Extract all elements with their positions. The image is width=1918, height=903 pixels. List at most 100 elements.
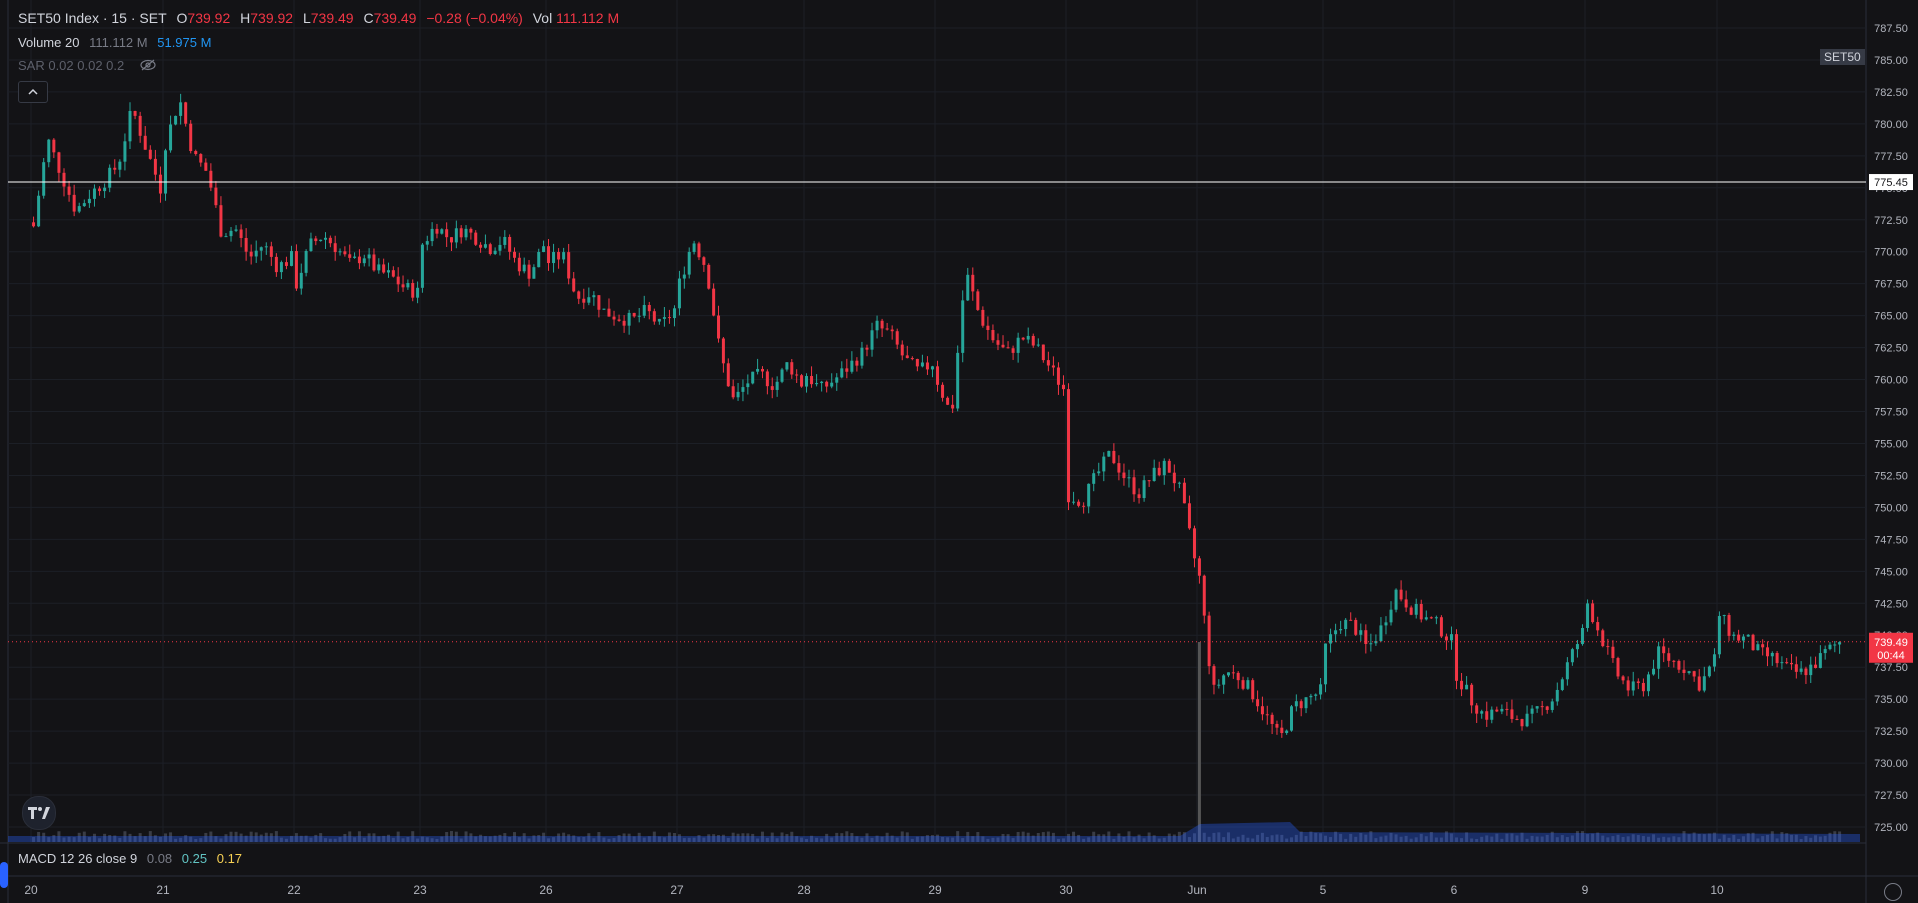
volume-bar xyxy=(672,832,676,842)
candle-body xyxy=(1031,335,1035,346)
candle-body xyxy=(229,230,233,237)
candle-body xyxy=(1490,709,1494,720)
candle-body xyxy=(469,228,473,233)
volume-bar xyxy=(1122,836,1126,842)
candle-body xyxy=(1804,668,1808,676)
volume-bar xyxy=(1707,833,1711,842)
settings-icon[interactable] xyxy=(1884,883,1902,901)
candle-body xyxy=(1555,689,1559,702)
volume-bar xyxy=(234,831,238,842)
volume-bar xyxy=(632,836,636,842)
symbol-title[interactable]: SET50 Index · 15 · SET xyxy=(18,10,167,26)
candle-body xyxy=(214,187,218,206)
y-tick-label: 732.50 xyxy=(1874,726,1908,738)
candle-body xyxy=(542,246,546,253)
candle-body xyxy=(1611,646,1615,659)
y-tick-label: 737.50 xyxy=(1874,662,1908,674)
y-tick-label: 735.00 xyxy=(1874,694,1908,706)
volume-bar xyxy=(328,838,332,842)
candle-body xyxy=(239,229,243,238)
candle-body xyxy=(1304,697,1308,709)
candle-body xyxy=(209,170,213,188)
volume-bar xyxy=(1152,835,1156,842)
eye-off-icon[interactable] xyxy=(140,59,156,74)
volume-bar xyxy=(1309,831,1313,842)
candle-body xyxy=(991,330,995,341)
candle-body xyxy=(1399,589,1403,600)
volume-bar xyxy=(1485,835,1489,842)
candle-body xyxy=(1006,347,1010,349)
macd-indicator-legend[interactable]: MACD 12 26 close 9 0.08 0.25 0.17 xyxy=(18,851,248,866)
volume-bar xyxy=(1646,836,1650,842)
volume-bar xyxy=(1490,836,1494,842)
volume-bar xyxy=(1374,838,1378,842)
volume-bar xyxy=(1285,838,1289,842)
candle-body xyxy=(602,308,606,310)
sar-indicator-legend[interactable]: SAR 0.02 0.02 0.2 xyxy=(18,58,162,74)
candle-body xyxy=(328,237,332,244)
volume-bar xyxy=(1697,833,1701,842)
candle-body xyxy=(592,295,596,298)
candle-body xyxy=(479,244,483,248)
candle-body xyxy=(677,278,681,309)
candle-body xyxy=(562,252,566,260)
volume-bar xyxy=(1409,838,1413,842)
volume-bar xyxy=(194,838,198,842)
volume-indicator-legend[interactable]: Volume 20 111.112 M 51.975 M xyxy=(18,35,217,50)
candle-body xyxy=(1775,652,1779,664)
candle-body xyxy=(47,139,51,163)
candle-body xyxy=(1041,344,1045,361)
volume-bar xyxy=(372,833,376,842)
candle-body xyxy=(780,369,784,382)
volume-bar xyxy=(1251,838,1255,842)
last-price-tag xyxy=(1869,632,1913,663)
candle-body xyxy=(810,376,814,385)
candle-body xyxy=(741,387,745,392)
candle-body xyxy=(855,360,859,366)
volume-bar xyxy=(562,832,566,842)
tradingview-logo-icon[interactable] xyxy=(22,796,56,830)
pane-resize-handle[interactable] xyxy=(0,862,8,888)
volume-bar xyxy=(532,835,536,842)
candle-body xyxy=(1061,384,1065,390)
volume-bar xyxy=(1439,837,1443,842)
y-tick-label: 760.00 xyxy=(1874,375,1908,387)
volume-bar xyxy=(1495,833,1499,842)
candle-body xyxy=(547,246,551,264)
candle-body xyxy=(1515,718,1519,720)
volume-bar xyxy=(582,837,586,842)
volume-bar xyxy=(890,835,894,842)
candle-body xyxy=(194,151,198,155)
volume-bar xyxy=(1087,837,1091,842)
candle-body xyxy=(966,274,970,301)
volume-bar xyxy=(875,835,879,842)
volume-bar xyxy=(1275,834,1279,842)
candle-body xyxy=(845,368,849,372)
volume-bar xyxy=(199,838,203,842)
candle-body xyxy=(1785,662,1789,664)
collapse-legend-button[interactable] xyxy=(18,81,48,103)
candle-body xyxy=(169,124,173,151)
volume-bar xyxy=(254,832,258,842)
volume-bar xyxy=(1770,831,1774,842)
volume-ma-value: 51.975 M xyxy=(157,35,212,50)
volume-bar xyxy=(1061,838,1065,842)
volume-bar xyxy=(835,832,839,842)
volume-bar xyxy=(930,835,934,842)
candle-body xyxy=(1586,603,1590,628)
volume-bar xyxy=(1046,831,1050,842)
candle-body xyxy=(1016,337,1020,353)
volume-bar xyxy=(338,837,342,842)
candle-body xyxy=(756,368,760,372)
volume-bar xyxy=(657,836,661,842)
candle-body xyxy=(1192,528,1196,559)
volume-bar xyxy=(1001,833,1005,842)
candle-body xyxy=(234,229,238,231)
candle-body xyxy=(445,229,449,238)
volume-bar xyxy=(900,831,904,842)
candle-body xyxy=(717,315,721,339)
volume-bar xyxy=(1641,836,1645,842)
volume-bar xyxy=(425,837,429,842)
volume-bar xyxy=(1011,838,1015,842)
